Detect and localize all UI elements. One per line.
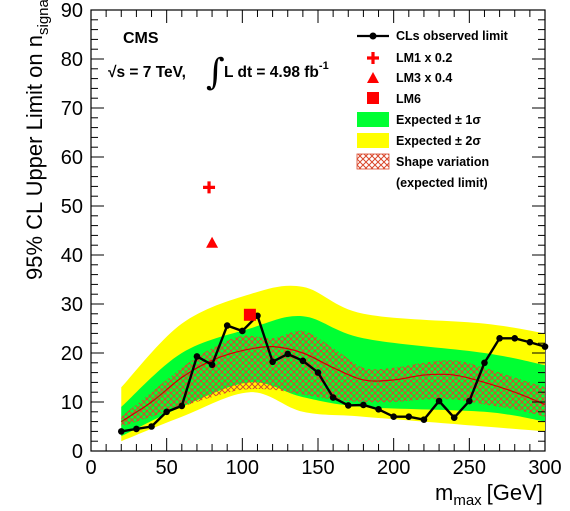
observed-point <box>208 361 216 369</box>
observed-point <box>360 401 367 409</box>
x-tick-label: 0 <box>85 457 96 479</box>
observed-point <box>405 413 413 421</box>
x-tick-label: 50 <box>156 457 178 479</box>
observed-point <box>344 402 352 409</box>
axis-tick-labels: 0 50 100 150 200 250 300 0 10 20 30 40 50 60 70 80 90 <box>61 0 562 479</box>
y-tick-label: 40 <box>61 245 83 267</box>
observed-point <box>496 335 503 342</box>
svg-text:LM3 x 0.4: LM3 x 0.4 <box>396 71 452 85</box>
observed-point <box>420 416 428 423</box>
svg-text:Shape variation: Shape variation <box>396 155 489 169</box>
legend-2sigma: Expected ± 2σ <box>357 133 481 148</box>
legend: CLs observed limit LM1 x 0.2 LM3 x 0.4 L… <box>356 29 509 190</box>
observed-point <box>239 327 246 335</box>
observed-point <box>450 414 458 421</box>
legend-1sigma: Expected ± 1σ <box>357 112 481 127</box>
svg-text:CLs observed limit: CLs observed limit <box>396 29 509 43</box>
integral-sign: ∫ <box>206 52 225 93</box>
svg-text:Expected ± 2σ: Expected ± 2σ <box>396 134 481 148</box>
x-tick-label: 100 <box>226 457 259 479</box>
x-tick-label: 250 <box>453 457 486 479</box>
observed-point <box>541 343 549 350</box>
y-axis-title: 95% CL Upper Limit on nsignal <box>22 0 52 280</box>
x-tick-label: 300 <box>528 457 561 479</box>
observed-point <box>481 359 488 367</box>
y-tick-label: 70 <box>61 98 83 120</box>
axis-ticks <box>90 9 546 452</box>
observed-point <box>117 428 125 435</box>
y-tick-label: 60 <box>61 147 83 169</box>
benchmark-lm1 <box>203 181 216 194</box>
svg-text:LM6: LM6 <box>396 92 421 106</box>
benchmark-lm3 <box>206 236 219 248</box>
y-tick-label: 10 <box>61 392 83 414</box>
legend-lm3: LM3 x 0.4 <box>367 71 452 85</box>
legend-shape: Shape variation (expected limit) <box>356 153 489 190</box>
y-tick-label: 20 <box>61 343 83 365</box>
benchmark-lm6 <box>243 308 256 321</box>
observed-point <box>511 335 519 342</box>
observed-point <box>148 423 155 430</box>
observed-point <box>329 394 337 401</box>
lumi-label: L dt = 4.98 fb-1 <box>224 60 329 81</box>
expected-median <box>120 345 546 423</box>
observed-point <box>375 406 382 413</box>
y-tick-label: 0 <box>72 441 83 463</box>
observed-point <box>435 397 443 405</box>
svg-text:(expected limit): (expected limit) <box>396 176 488 190</box>
benchmark-points <box>203 181 256 321</box>
observed-point <box>526 338 534 346</box>
experiment-label: CMS <box>123 30 159 47</box>
observed-point <box>466 397 473 405</box>
observed-point <box>133 425 140 433</box>
legend-observed: CLs observed limit <box>357 29 509 43</box>
observed-point <box>284 350 292 358</box>
observed-point <box>390 413 397 421</box>
observed-point <box>178 402 186 410</box>
y-tick-label: 90 <box>61 0 83 22</box>
y-tick-label: 30 <box>61 294 83 316</box>
observed-point <box>269 358 276 366</box>
y-tick-label: 50 <box>61 196 83 218</box>
observed-point <box>314 369 322 376</box>
x-axis-title: mmax [GeV] <box>435 480 543 509</box>
legend-lm1: LM1 x 0.2 <box>367 51 452 65</box>
observed-point <box>223 322 231 329</box>
observed-point <box>299 357 307 365</box>
observed-point <box>163 408 170 416</box>
x-tick-label: 200 <box>377 457 410 479</box>
legend-lm6: LM6 <box>367 92 421 106</box>
x-tick-label: 150 <box>301 457 334 479</box>
observed-limit <box>117 312 549 435</box>
expected-median-line <box>120 345 546 423</box>
y-tick-label: 80 <box>61 49 83 71</box>
observed-point <box>193 353 201 360</box>
svg-text:Expected ± 1σ: Expected ± 1σ <box>396 113 481 127</box>
svg-text:LM1 x 0.2: LM1 x 0.2 <box>396 51 452 65</box>
energy-label: √s = 7 TeV, <box>108 64 186 81</box>
